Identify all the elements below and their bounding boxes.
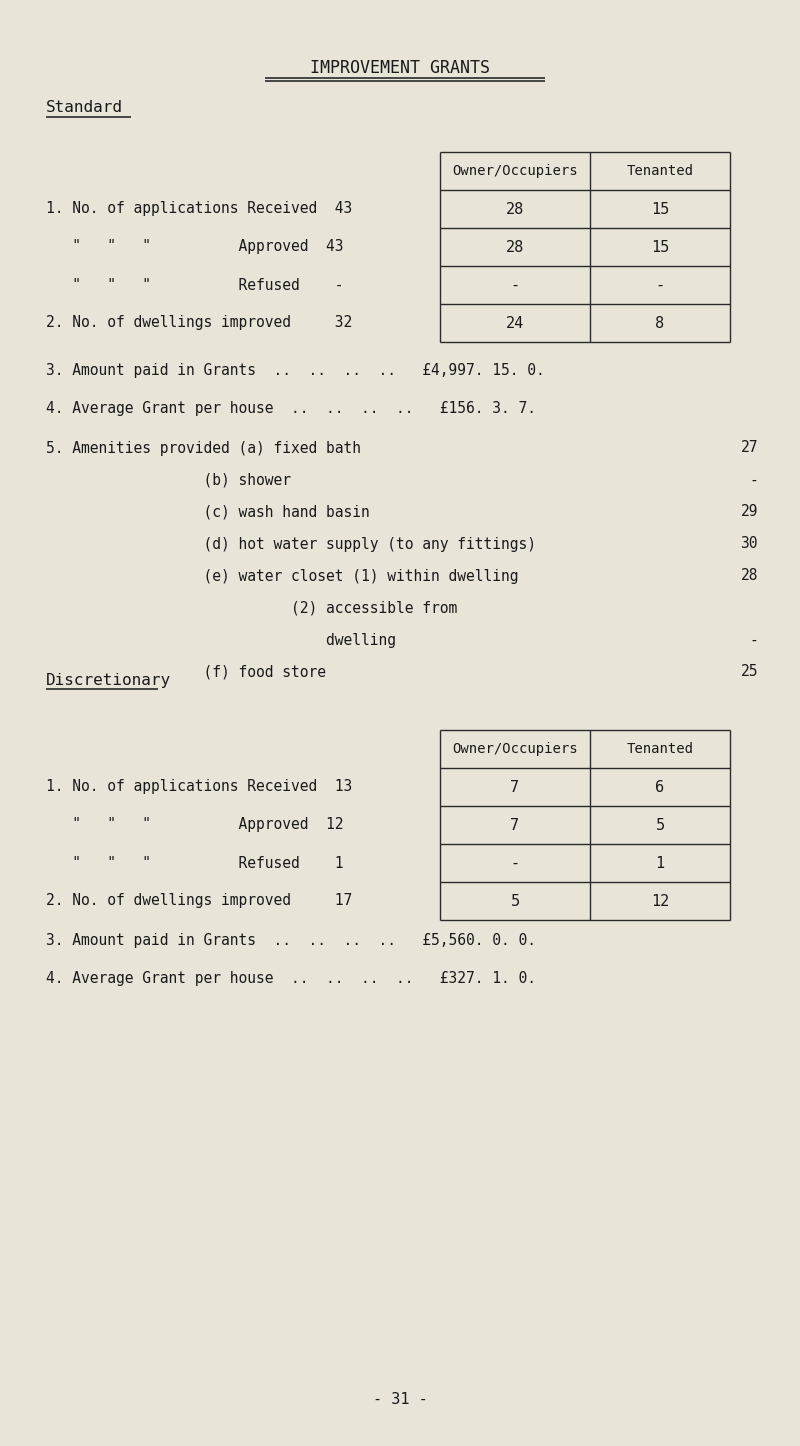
Text: 28: 28 bbox=[741, 568, 758, 584]
Text: 29: 29 bbox=[741, 505, 758, 519]
Text: 3. Amount paid in Grants  ..  ..  ..  ..   £5,560. 0. 0.: 3. Amount paid in Grants .. .. .. .. £5,… bbox=[46, 933, 536, 947]
Text: 7: 7 bbox=[510, 817, 519, 833]
Text: 27: 27 bbox=[741, 441, 758, 455]
Text: Tenanted: Tenanted bbox=[626, 742, 694, 756]
Text: 4. Average Grant per house  ..  ..  ..  ..   £327. 1. 0.: 4. Average Grant per house .. .. .. .. £… bbox=[46, 970, 536, 986]
Text: 28: 28 bbox=[506, 240, 524, 254]
Text: (c) wash hand basin: (c) wash hand basin bbox=[46, 505, 370, 519]
Text: -: - bbox=[750, 473, 758, 487]
Text: 5: 5 bbox=[655, 817, 665, 833]
Text: -: - bbox=[510, 278, 519, 292]
Text: 5. Amenities provided (a) fixed bath: 5. Amenities provided (a) fixed bath bbox=[46, 441, 361, 455]
Text: Owner/Occupiers: Owner/Occupiers bbox=[452, 163, 578, 178]
Text: IMPROVEMENT GRANTS: IMPROVEMENT GRANTS bbox=[310, 59, 490, 77]
Text: 30: 30 bbox=[741, 536, 758, 551]
Text: 8: 8 bbox=[655, 315, 665, 331]
Text: 3. Amount paid in Grants  ..  ..  ..  ..   £4,997. 15. 0.: 3. Amount paid in Grants .. .. .. .. £4,… bbox=[46, 363, 545, 377]
Text: 25: 25 bbox=[741, 665, 758, 680]
Text: 15: 15 bbox=[651, 240, 669, 254]
Text: 28: 28 bbox=[506, 201, 524, 217]
Text: -: - bbox=[510, 856, 519, 870]
Text: 12: 12 bbox=[651, 894, 669, 908]
Text: 15: 15 bbox=[651, 201, 669, 217]
Text: 2. No. of dwellings improved     17: 2. No. of dwellings improved 17 bbox=[46, 894, 352, 908]
Text: 7: 7 bbox=[510, 779, 519, 794]
Text: (b) shower: (b) shower bbox=[46, 473, 291, 487]
Text: Owner/Occupiers: Owner/Occupiers bbox=[452, 742, 578, 756]
Text: -: - bbox=[655, 278, 665, 292]
Text: (2) accessible from: (2) accessible from bbox=[46, 600, 458, 616]
Text: 1. No. of applications Received  43: 1. No. of applications Received 43 bbox=[46, 201, 352, 217]
Text: 1. No. of applications Received  13: 1. No. of applications Received 13 bbox=[46, 779, 352, 794]
Text: 5: 5 bbox=[510, 894, 519, 908]
Text: Discretionary: Discretionary bbox=[46, 672, 171, 687]
Text: 2. No. of dwellings improved     32: 2. No. of dwellings improved 32 bbox=[46, 315, 352, 331]
Text: -: - bbox=[750, 632, 758, 648]
Text: 24: 24 bbox=[506, 315, 524, 331]
Text: (d) hot water supply (to any fittings): (d) hot water supply (to any fittings) bbox=[46, 536, 536, 551]
Text: (e) water closet (1) within dwelling: (e) water closet (1) within dwelling bbox=[46, 568, 518, 584]
Text: 4. Average Grant per house  ..  ..  ..  ..   £156. 3. 7.: 4. Average Grant per house .. .. .. .. £… bbox=[46, 401, 536, 415]
Text: Standard: Standard bbox=[46, 101, 123, 116]
Text: 6: 6 bbox=[655, 779, 665, 794]
Text: "   "   "          Approved  43: " " " Approved 43 bbox=[46, 240, 343, 254]
Text: 1: 1 bbox=[655, 856, 665, 870]
Text: (f) food store: (f) food store bbox=[46, 665, 326, 680]
Text: "   "   "          Approved  12: " " " Approved 12 bbox=[46, 817, 343, 833]
Text: dwelling: dwelling bbox=[46, 632, 396, 648]
Text: - 31 -: - 31 - bbox=[373, 1392, 427, 1407]
Text: "   "   "          Refused    1: " " " Refused 1 bbox=[46, 856, 343, 870]
Text: Tenanted: Tenanted bbox=[626, 163, 694, 178]
Text: "   "   "          Refused    -: " " " Refused - bbox=[46, 278, 343, 292]
